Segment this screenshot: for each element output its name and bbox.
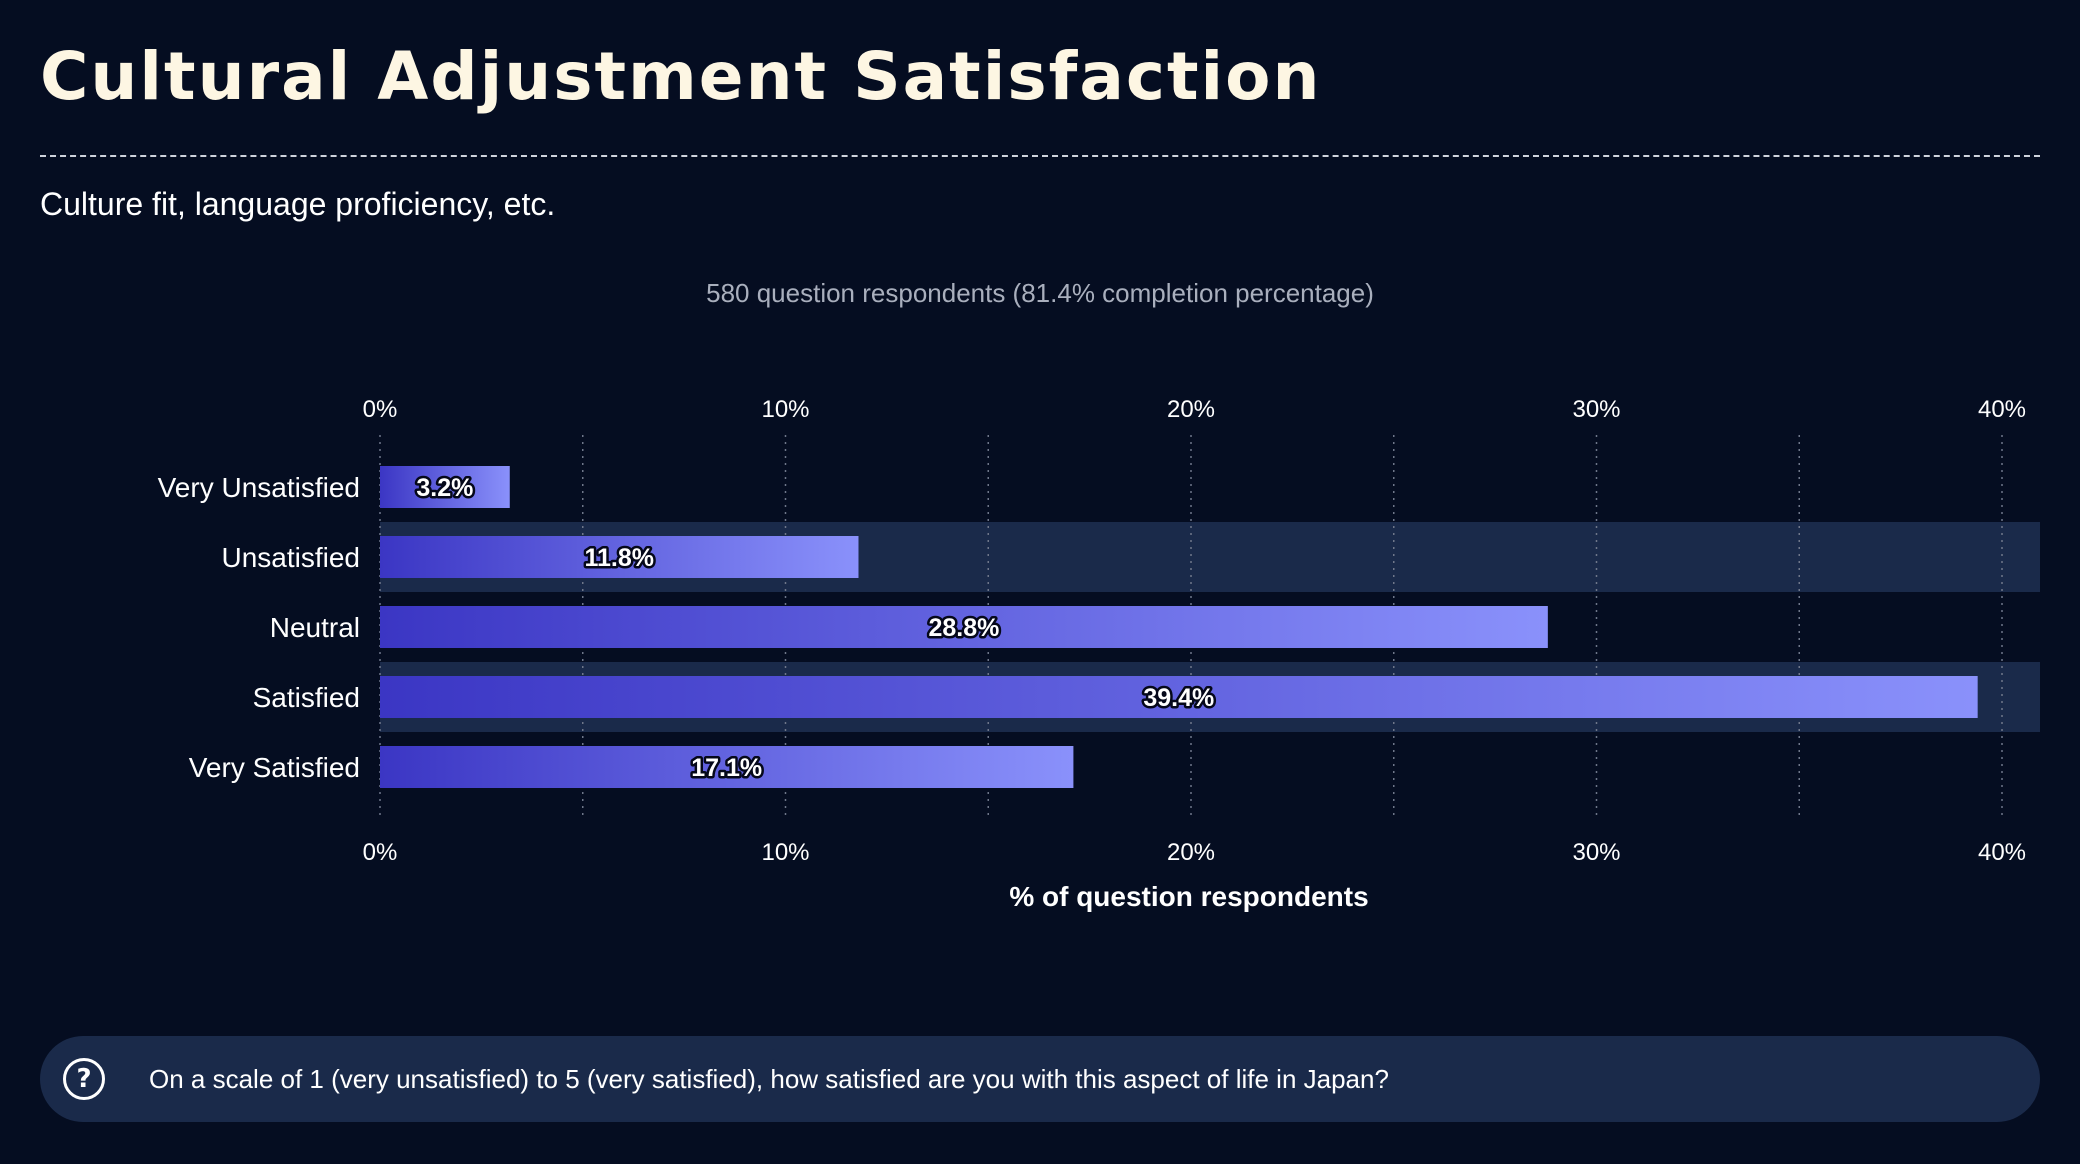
x-tick-label: 10% — [761, 396, 809, 423]
x-tick-label: 40% — [1978, 839, 2026, 866]
question-circle-icon: ? — [63, 1058, 105, 1100]
page-title: Cultural Adjustment Satisfaction — [40, 38, 1322, 115]
x-tick-label: 0% — [363, 839, 398, 866]
x-tick-label: 30% — [1572, 396, 1620, 423]
title-divider — [40, 155, 2040, 157]
bar — [380, 746, 1074, 788]
page-subtitle: Culture fit, language proficiency, etc. — [40, 186, 556, 222]
x-tick-label: 20% — [1167, 396, 1215, 423]
x-tick-label: 30% — [1572, 839, 1620, 866]
value-label: 28.8% — [928, 614, 999, 642]
value-label: 17.1% — [691, 754, 762, 782]
category-label: Satisfied — [253, 682, 360, 713]
x-tick-label: 0% — [363, 396, 398, 423]
x-tick-label: 40% — [1978, 396, 2026, 423]
bar — [380, 676, 1978, 718]
bar — [380, 536, 859, 578]
question-banner: ? On a scale of 1 (very unsatisfied) to … — [40, 1036, 2040, 1122]
category-label: Unsatisfied — [221, 542, 360, 573]
bar-chart: 0% 0% 10% 10% 20% 20% 30% 30% 40% 40% Very Unsati… — [158, 396, 2040, 912]
category-label: Very Unsatisfied — [158, 472, 360, 503]
value-label: 11.8% — [584, 544, 654, 572]
question-text: On a scale of 1 (very unsatisfied) to 5 … — [149, 1063, 1389, 1094]
bar — [380, 606, 1548, 648]
category-label: Neutral — [270, 612, 360, 643]
value-label: 39.4% — [1143, 684, 1214, 712]
x-tick-label: 10% — [761, 839, 809, 866]
value-label: 3.2% — [416, 474, 473, 502]
x-tick-label: 20% — [1167, 839, 1215, 866]
category-label: Very Satisfied — [189, 752, 360, 783]
respondents-count: 580 question respondents (81.4% completi… — [706, 278, 1374, 308]
x-axis-label: % of question respondents — [1009, 881, 1368, 912]
bar — [380, 466, 510, 508]
